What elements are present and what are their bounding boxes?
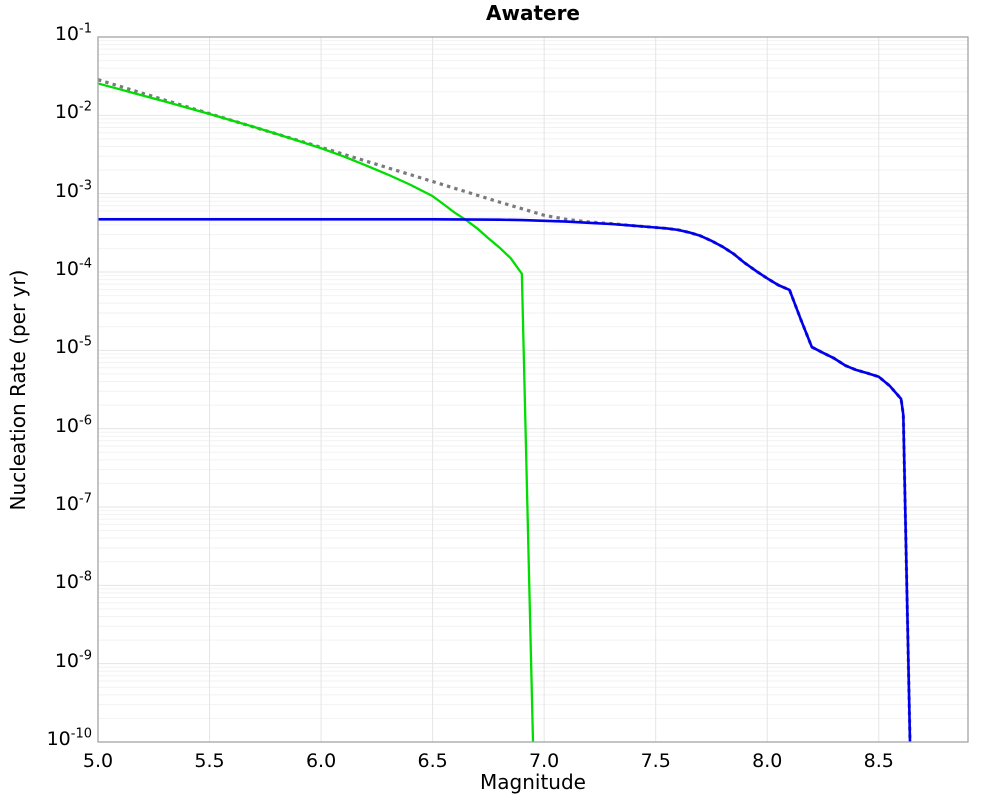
y-tick-label: 10-9 [54,648,92,672]
x-tick-label: 6.0 [305,750,337,772]
x-tick-label: 7.5 [640,750,671,772]
x-tick-label: 5.0 [82,750,114,772]
x-tick-label: 5.5 [194,750,225,772]
y-tick-label: 10-3 [54,178,92,202]
x-tick-label: 8.5 [863,750,894,772]
y-tick-label: 10-7 [54,491,92,515]
y-axis-label: Nucleation Rate (per yr) [6,269,30,511]
y-tick-label: 10-6 [54,413,92,437]
series-blue-nucleation-rate [98,218,912,742]
series-gray-dotted-gr-reference [98,78,912,742]
y-tick-label: 10-10 [46,726,92,750]
chart-title: Awatere [485,1,581,25]
y-tick-label: 10-2 [54,100,92,124]
x-tick-label: 7.0 [529,750,560,772]
y-tick-label: 10-4 [54,256,92,280]
x-axis-label: Magnitude [480,770,586,794]
x-tick-label: 8.0 [752,750,783,772]
x-tick-label: 6.5 [417,750,448,772]
y-tick-label: 10-8 [54,570,92,594]
plot-frame [97,36,969,743]
y-tick-label: 10-1 [54,21,92,45]
y-tick-label: 10-5 [54,335,92,359]
series-green-tapered-mfd [98,82,535,742]
